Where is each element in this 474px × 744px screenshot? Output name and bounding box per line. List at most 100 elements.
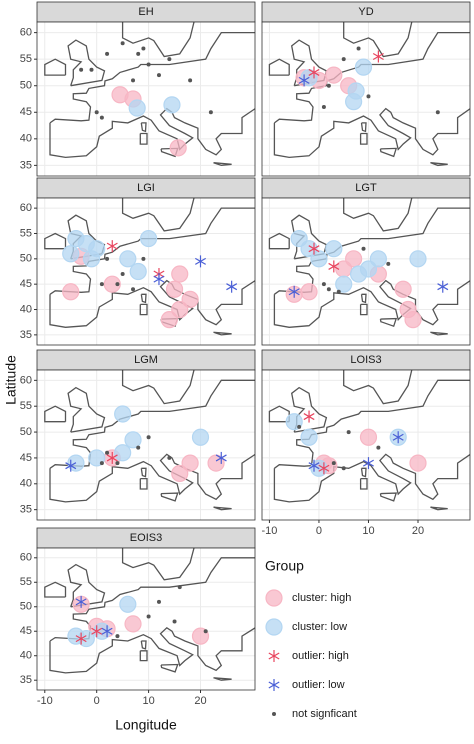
panel-border [36, 197, 256, 346]
y-tick-label: 55 [20, 400, 32, 412]
panel: LGT [261, 177, 471, 346]
point [105, 51, 110, 56]
point [369, 250, 387, 268]
coastline [213, 677, 232, 681]
y-tick-label: 45 [20, 452, 32, 464]
point [325, 66, 343, 84]
y-tick-label: 40 [20, 133, 32, 145]
point [103, 275, 121, 293]
point [75, 632, 87, 645]
x-tick-label: 10 [362, 525, 374, 537]
point [153, 273, 165, 286]
point [163, 96, 181, 114]
point [62, 283, 80, 301]
point [326, 287, 331, 292]
point [346, 430, 351, 435]
points [285, 410, 427, 477]
y-tick-label: 60 [20, 27, 32, 39]
point [120, 272, 125, 277]
y-tick-label: 45 [20, 625, 32, 637]
panel: LGM 35 40 45 50 55 60 [20, 349, 256, 521]
y-tick-label: 35 [20, 159, 32, 171]
coastline [359, 303, 368, 316]
y-tick-label: 50 [20, 426, 32, 438]
legend-label: outlier: high [292, 650, 349, 662]
coastline [360, 467, 367, 478]
point [65, 459, 77, 472]
point [156, 73, 161, 78]
coastline [49, 379, 255, 503]
point [308, 459, 320, 472]
point [77, 629, 95, 648]
point [171, 300, 189, 319]
coastline [430, 331, 448, 336]
point [146, 614, 151, 619]
point [404, 311, 422, 329]
coastline [379, 317, 398, 328]
coastline [139, 477, 148, 490]
y-axis-title: Latitude [3, 355, 19, 405]
coastline [139, 650, 148, 662]
x-tick-label: -10 [261, 525, 277, 537]
point [160, 311, 178, 329]
coastline [140, 293, 147, 304]
legend-label: cluster: high [292, 592, 351, 604]
panel-border [36, 369, 256, 521]
x-tick-label: 10 [142, 695, 154, 707]
panel-border [36, 547, 256, 691]
panel-border [261, 197, 471, 346]
point [386, 261, 391, 266]
coastline [121, 548, 195, 581]
legend-label: outlier: low [292, 679, 345, 691]
point [139, 229, 158, 248]
point [119, 595, 137, 613]
point [93, 622, 111, 640]
point [226, 280, 238, 293]
y-tick-label: 60 [20, 552, 32, 564]
point [195, 255, 206, 268]
point [326, 83, 331, 88]
point [105, 450, 110, 455]
legend-item: cluster: high [262, 586, 351, 610]
point [106, 451, 118, 464]
y-tick-label: 55 [20, 53, 32, 65]
panel-title: LGI [137, 182, 155, 194]
coastline [213, 331, 232, 336]
coastline [139, 303, 148, 316]
point [99, 115, 104, 120]
point [335, 275, 353, 293]
coastline [160, 492, 179, 502]
panel-border [36, 21, 256, 177]
point [62, 245, 80, 263]
point [188, 78, 193, 83]
x-tick-label: 20 [412, 525, 424, 537]
point [129, 262, 147, 281]
panel-title: YD [358, 6, 373, 18]
point [303, 410, 315, 423]
point [203, 629, 208, 634]
legend-label: not signficant [292, 708, 357, 720]
y-tick-label: 35 [20, 329, 32, 341]
point [297, 424, 302, 429]
legend-title: Group [265, 558, 304, 574]
coastline [140, 122, 147, 133]
panel: LOIS3 -10 0 10 20 [261, 349, 471, 537]
legend-key [268, 650, 280, 662]
point [128, 99, 146, 117]
panel-title: LOIS3 [350, 354, 381, 366]
coastline [360, 122, 367, 133]
coastline [379, 492, 398, 502]
point [115, 634, 120, 639]
map [268, 22, 470, 167]
point [336, 289, 341, 294]
coastline [140, 640, 147, 650]
y-tick-label: 35 [20, 674, 32, 686]
y-tick-label: 50 [20, 80, 32, 92]
legend-item: outlier: low [262, 673, 345, 697]
coastline [49, 31, 255, 159]
point [106, 240, 118, 253]
y-tick-label: 50 [20, 601, 32, 613]
coastline [44, 232, 67, 250]
coastline [268, 405, 290, 423]
point [172, 619, 177, 624]
